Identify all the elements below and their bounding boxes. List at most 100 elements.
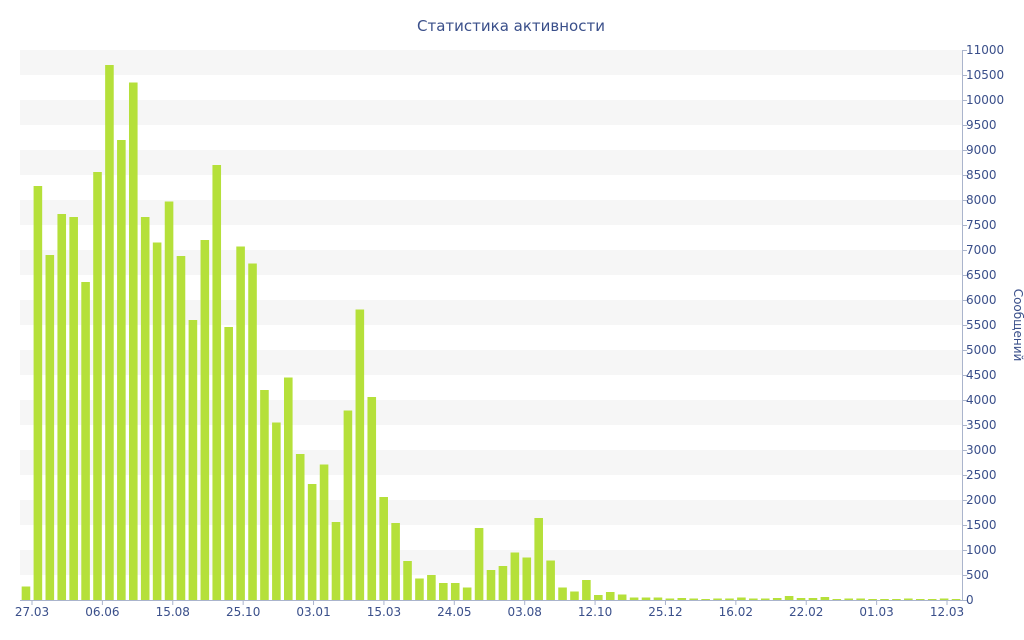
bar: [522, 557, 532, 600]
bar: [796, 598, 806, 600]
bar: [546, 560, 555, 600]
y-tick-label: 3500: [966, 418, 997, 432]
bar: [617, 594, 627, 600]
x-tick-label: 03.08: [508, 605, 542, 619]
y-tick-label: 8000: [966, 193, 997, 207]
bar: [701, 599, 710, 600]
bar: [951, 599, 961, 600]
bar: [737, 597, 746, 600]
bar: [772, 598, 782, 600]
bar: [164, 201, 174, 600]
y-tick-label: 1000: [966, 543, 997, 557]
bar: [343, 410, 353, 600]
bar: [272, 422, 281, 600]
bar: [892, 599, 901, 600]
bar: [188, 320, 198, 600]
y-tick-label: 9500: [966, 118, 997, 132]
x-tick-label: 12.03: [930, 605, 964, 619]
bar: [868, 599, 877, 600]
bar: [880, 599, 889, 600]
bar: [725, 598, 734, 600]
y-tick-label: 2000: [966, 493, 997, 507]
bar: [81, 282, 90, 600]
bar: [689, 598, 699, 600]
bar: [260, 390, 269, 600]
bar: [582, 580, 591, 600]
y-tick-label: 5000: [966, 343, 997, 357]
grid-band: [20, 50, 962, 75]
bar: [605, 592, 615, 600]
bar: [212, 165, 222, 600]
bar: [57, 214, 67, 600]
bar: [224, 327, 233, 600]
bar: [439, 583, 448, 600]
x-tick-label: 15.03: [367, 605, 401, 619]
y-tick-label: 1500: [966, 518, 997, 532]
bar: [844, 598, 854, 600]
bar: [749, 598, 758, 600]
bar: [403, 561, 412, 600]
bar: [486, 570, 496, 600]
grid-band: [20, 200, 962, 225]
y-tick-label: 8500: [966, 168, 997, 182]
bar: [808, 598, 818, 600]
bar: [820, 597, 830, 600]
x-tick-label: 25.10: [226, 605, 260, 619]
bar: [21, 586, 31, 600]
y-tick-label: 10500: [966, 68, 1004, 82]
bar: [248, 263, 257, 600]
bar: [713, 598, 722, 600]
bar: [379, 497, 388, 600]
bar: [355, 309, 365, 600]
bar: [307, 484, 317, 600]
y-tick-label: 11000: [966, 43, 1004, 57]
x-tick-label: 16.02: [719, 605, 753, 619]
x-tick-label: 22.02: [789, 605, 823, 619]
bar: [105, 65, 114, 600]
bar: [319, 464, 329, 600]
bar: [33, 186, 43, 600]
chart-title: Статистика активности: [417, 17, 605, 35]
y-tick-label: 5500: [966, 318, 997, 332]
y-tick-label: 2500: [966, 468, 997, 482]
bar: [498, 566, 508, 600]
x-tick-label: 03.01: [296, 605, 330, 619]
bar: [677, 598, 687, 600]
y-tick-label: 500: [966, 568, 989, 582]
bar: [904, 598, 913, 600]
x-tick-label: 24.05: [437, 605, 471, 619]
y-axis-ticks: 0 500 1000 1500 2000 2500 3000 3500 4000 4500 5000…: [962, 43, 1004, 607]
y-tick-label: 3000: [966, 443, 997, 457]
y-tick-label: 7000: [966, 243, 997, 257]
y-tick-label: 0: [966, 593, 974, 607]
bar: [939, 598, 949, 600]
bars: [21, 65, 961, 600]
bar: [474, 528, 484, 600]
bar: [760, 598, 770, 600]
y-axis-label: Сообщений: [1011, 289, 1024, 362]
bar: [152, 242, 162, 600]
y-tick-label: 7500: [966, 218, 997, 232]
bar: [570, 591, 579, 600]
bar: [594, 595, 603, 600]
y-tick-label: 10000: [966, 93, 1004, 107]
bar: [534, 518, 543, 600]
bar: [367, 397, 377, 600]
bar: [462, 587, 472, 600]
bar: [915, 599, 925, 600]
bar: [140, 217, 150, 600]
bar: [832, 599, 842, 600]
y-tick-label: 9000: [966, 143, 997, 157]
bar: [331, 522, 341, 600]
y-tick-label: 6500: [966, 268, 997, 282]
bar: [284, 377, 293, 600]
x-tick-label: 25.12: [648, 605, 682, 619]
bar: [653, 597, 663, 600]
bar: [128, 82, 138, 600]
bar: [391, 523, 400, 600]
x-tick-label: 06.06: [85, 605, 119, 619]
y-tick-label: 6000: [966, 293, 997, 307]
bar: [295, 454, 305, 600]
y-tick-label: 4500: [966, 368, 997, 382]
bar: [665, 598, 675, 600]
